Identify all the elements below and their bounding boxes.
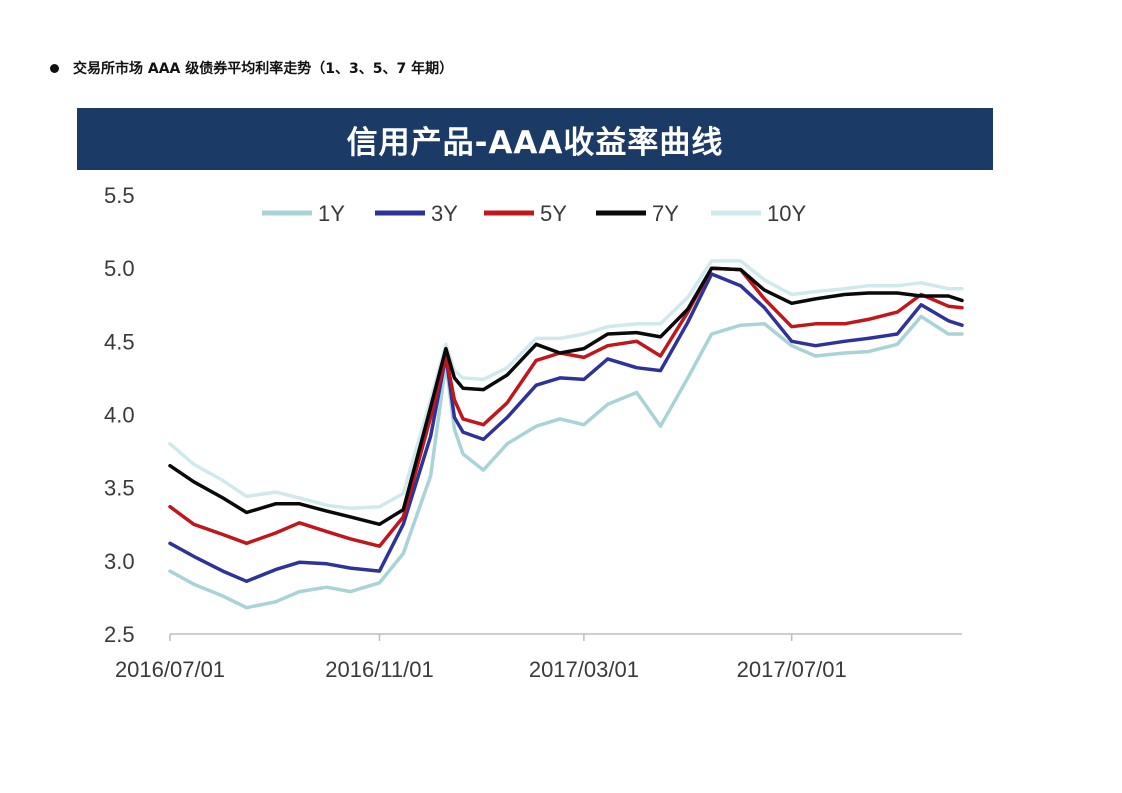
series-line-1y: [168, 314, 964, 610]
y-tick-label: 4.5: [104, 329, 135, 354]
axes: 2.5 3.0 3.5 4.0 4.5 5.0 5.5 2016/07/01 2016/11/0…: [104, 183, 962, 682]
legend-label-5y: 5Y: [540, 201, 567, 226]
series-lines: [168, 259, 964, 610]
bullet-icon: [50, 63, 59, 73]
x-tick-label: 2017/07/01: [737, 657, 847, 682]
chart-title: 信用产品-AAA收益率曲线: [77, 108, 993, 170]
legend-label-7y: 7Y: [652, 201, 679, 226]
y-tick-label: 2.5: [104, 622, 135, 647]
y-tick-label: 3.0: [104, 549, 135, 574]
document-heading-text: 交易所市场 AAA 级债券平均利率走势（1、3、5、7 年期）: [73, 61, 454, 77]
legend-label-10y: 10Y: [767, 201, 806, 226]
series-line-10y: [168, 259, 964, 510]
legend-label-3y: 3Y: [431, 201, 458, 226]
x-tick-label: 2016/07/01: [115, 657, 225, 682]
x-tick-label: 2016/11/01: [325, 657, 433, 682]
series-line-3y: [168, 272, 964, 584]
x-tick-label: 2017/03/01: [529, 657, 639, 682]
legend-label-1y: 1Y: [318, 201, 345, 226]
y-tick-label: 5.5: [104, 183, 135, 208]
document-heading: 交易所市场 AAA 级债券平均利率走势（1、3、5、7 年期）: [50, 58, 453, 78]
y-tick-label: 3.5: [104, 476, 135, 501]
y-tick-label: 5.0: [104, 256, 135, 281]
series-line-5y: [168, 266, 964, 548]
series-line-7y: [168, 266, 964, 527]
y-tick-label: 4.0: [104, 403, 135, 428]
legend: 1Y 3Y 5Y 7Y 10Y: [262, 201, 806, 226]
